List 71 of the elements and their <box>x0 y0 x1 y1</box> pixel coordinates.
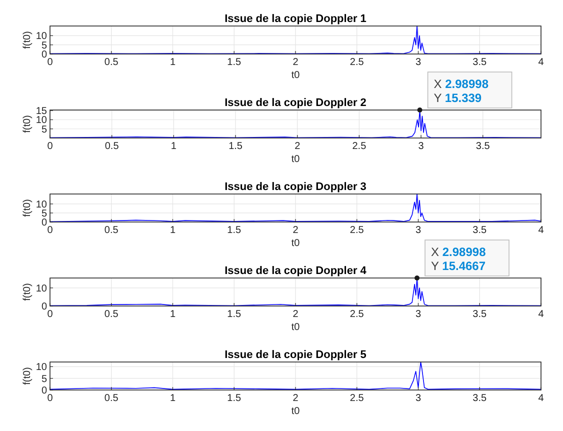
x-tick-label: 3.5 <box>472 393 488 404</box>
y-tick-label: 5 <box>41 40 48 52</box>
y-tick-label: 10 <box>36 199 48 210</box>
x-tick-label: 2 <box>292 309 299 320</box>
x-tick-label: 0.5 <box>104 57 119 68</box>
x-tick-label: 1 <box>170 393 176 404</box>
y-tick-label: 10 <box>36 115 48 126</box>
x-tick-label: 4 <box>538 57 544 68</box>
x-tick-label: 1.5 <box>227 57 242 68</box>
x-tick-label: 1.5 <box>227 225 242 236</box>
x-axis-title: t0 <box>291 322 300 333</box>
x-tick-label: 2.5 <box>350 225 364 236</box>
x-axis-title: t0 <box>291 154 300 165</box>
y-tick-label: 10 <box>36 31 48 42</box>
y-tick-label: 10 <box>36 283 48 294</box>
x-tick-label: 3 <box>415 309 422 320</box>
x-tick-label: 1.5 <box>228 141 243 152</box>
y-tick-label: 10 <box>36 362 48 374</box>
y-axis-title: f(t0) <box>22 115 33 133</box>
x-axis-title: t0 <box>291 406 300 417</box>
y-tick-label: 5 <box>41 374 48 385</box>
x-tick-label: 4 <box>538 309 544 320</box>
x-tick-label: 2.5 <box>350 393 364 404</box>
x-tick-label: 4 <box>538 393 544 404</box>
x-axis-title: t0 <box>291 238 300 249</box>
x-tick-label: 0.5 <box>104 309 119 320</box>
line-series <box>50 26 542 54</box>
chart-title: Issue de la copie Doppler 3 <box>224 181 366 193</box>
chart-title: Issue de la copie Doppler 5 <box>224 349 366 361</box>
x-tick-label: 1.5 <box>227 393 242 404</box>
y-axis-title: f(t0) <box>22 283 33 301</box>
x-tick-label: 2 <box>292 225 299 236</box>
x-tick-label: 2 <box>294 141 301 152</box>
chart-title: Issue de la copie Doppler 1 <box>224 13 366 25</box>
x-tick-label: 1.5 <box>227 309 242 320</box>
x-tick-label: 3 <box>415 225 422 236</box>
x-tick-label: 3 <box>415 393 422 404</box>
x-tick-label: 3.5 <box>476 141 490 152</box>
y-tick-label: 5 <box>41 124 48 136</box>
chart-title: Issue de la copie Doppler 2 <box>224 97 366 109</box>
x-tick-label: 0.5 <box>104 225 119 236</box>
x-tick-label: 1 <box>170 225 176 236</box>
x-tick-label: 0.5 <box>104 393 119 404</box>
x-tick-label: 1 <box>170 57 176 68</box>
y-axis-title: f(t0) <box>22 367 33 385</box>
x-tick-label: 0.5 <box>104 141 120 152</box>
x-tick-label: 2.5 <box>352 141 367 152</box>
y-tick-label: 0 <box>41 218 48 228</box>
x-tick-label: 4 <box>538 225 544 236</box>
x-tick-label: 3 <box>415 57 422 68</box>
x-tick-label: 3.5 <box>472 309 488 320</box>
y-axis-title: f(t0) <box>22 199 33 217</box>
x-tick-label: 2 <box>292 57 299 68</box>
annotation: X 2.98998 Y 15.4667 <box>431 245 486 273</box>
x-tick-label: 3 <box>418 141 424 152</box>
x-tick-label: 2.5 <box>350 309 364 320</box>
x-tick-label: 2 <box>292 393 299 404</box>
y-tick-label: 15 <box>36 106 48 118</box>
x-axis-title: t0 <box>291 70 300 81</box>
y-tick-label: 5 <box>41 208 48 220</box>
y-tick-label: 0 <box>41 302 48 312</box>
x-tick-label: 3.5 <box>472 57 488 68</box>
annotation: X 2.98998 Y 15.339 <box>434 77 489 105</box>
x-tick-label: 1 <box>170 141 177 152</box>
chart-title: Issue de la copie Doppler 4 <box>224 265 368 277</box>
y-axis-title: f(t0) <box>22 31 33 49</box>
x-tick-label: 1 <box>170 309 176 320</box>
x-tick-label: 3.5 <box>472 225 488 236</box>
y-tick-label: 0 <box>41 386 48 396</box>
x-tick-label: 2.5 <box>350 57 364 68</box>
y-tick-label: 0 <box>41 50 48 60</box>
